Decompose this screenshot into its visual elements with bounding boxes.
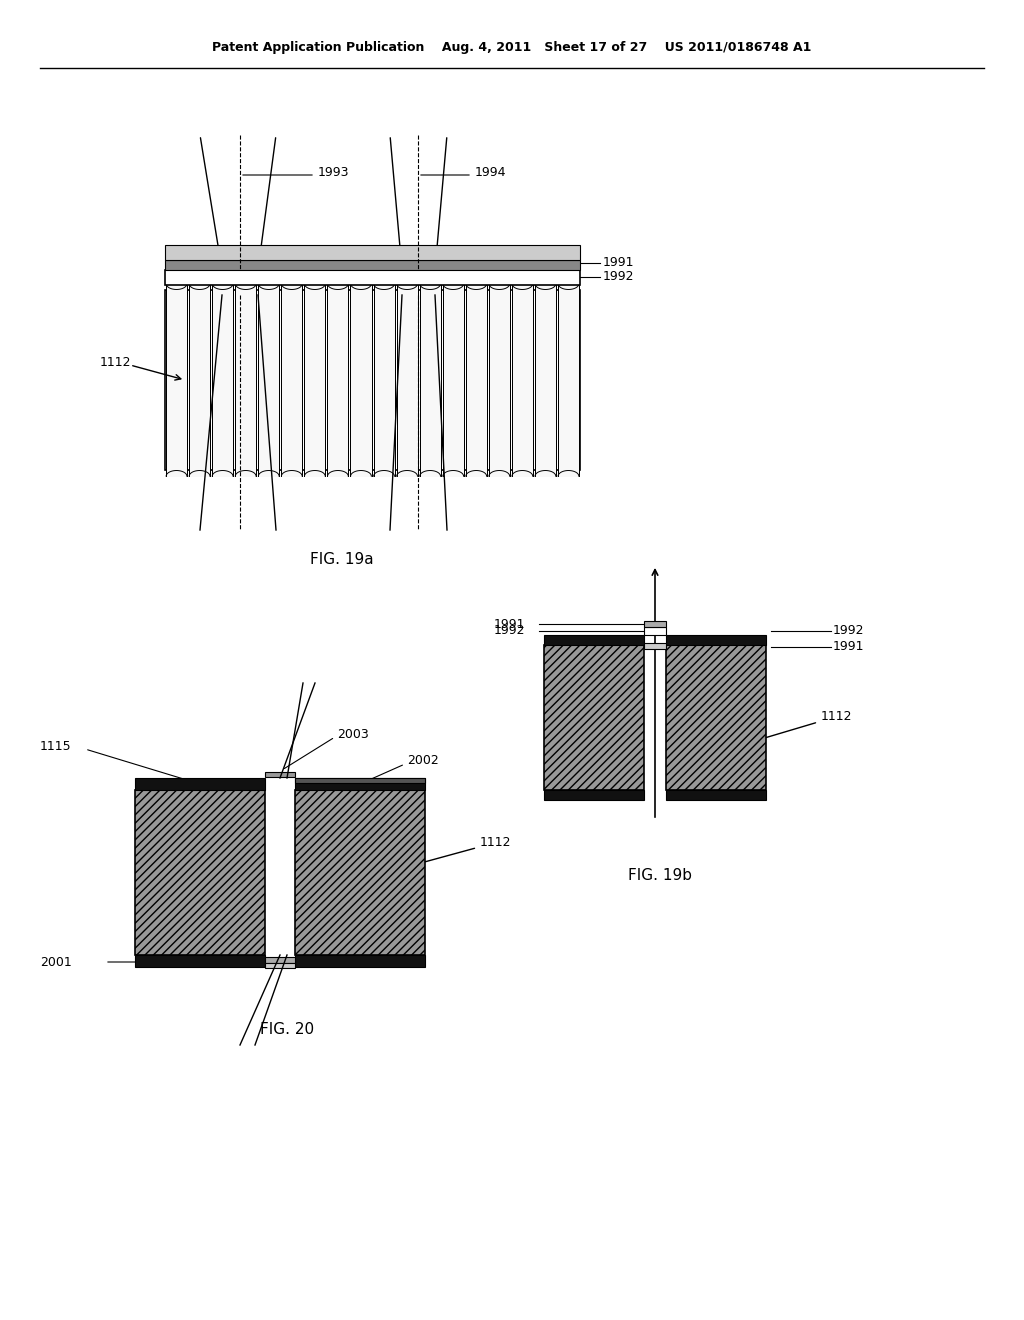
Bar xyxy=(295,954,425,968)
Polygon shape xyxy=(328,470,348,477)
Text: 1992: 1992 xyxy=(833,624,864,638)
Bar xyxy=(135,954,265,968)
Text: 1994: 1994 xyxy=(475,165,507,178)
Polygon shape xyxy=(466,470,486,477)
Bar xyxy=(165,246,580,260)
Polygon shape xyxy=(282,284,302,289)
Bar xyxy=(189,284,210,477)
Text: 2003: 2003 xyxy=(337,727,369,741)
Bar xyxy=(644,643,666,649)
Text: 2002: 2002 xyxy=(407,755,438,767)
Bar xyxy=(512,284,532,477)
Polygon shape xyxy=(442,470,464,477)
Polygon shape xyxy=(512,284,532,289)
Polygon shape xyxy=(212,470,233,477)
Text: 1993: 1993 xyxy=(318,165,349,178)
Bar xyxy=(558,284,579,477)
Polygon shape xyxy=(212,284,233,289)
Text: 1991: 1991 xyxy=(603,256,635,269)
Text: FIG. 20: FIG. 20 xyxy=(260,1023,314,1038)
Polygon shape xyxy=(558,470,579,477)
Bar xyxy=(535,284,556,477)
Bar xyxy=(265,772,295,777)
Text: 1992: 1992 xyxy=(494,624,525,638)
Bar xyxy=(166,284,187,477)
Bar xyxy=(544,635,644,645)
Bar xyxy=(282,284,302,477)
Bar xyxy=(544,789,644,800)
Bar xyxy=(544,645,644,789)
Polygon shape xyxy=(189,284,210,289)
Polygon shape xyxy=(512,470,532,477)
Polygon shape xyxy=(420,284,440,289)
Bar xyxy=(265,957,295,964)
Bar xyxy=(328,284,348,477)
Bar xyxy=(295,789,425,954)
Bar xyxy=(295,777,425,783)
Bar xyxy=(304,284,326,477)
Bar xyxy=(265,964,295,968)
Bar xyxy=(442,284,464,477)
Bar xyxy=(666,635,766,645)
Polygon shape xyxy=(258,284,280,289)
Polygon shape xyxy=(236,470,256,477)
Polygon shape xyxy=(166,284,187,289)
Polygon shape xyxy=(442,284,464,289)
Bar xyxy=(374,284,394,477)
Polygon shape xyxy=(396,470,418,477)
Polygon shape xyxy=(350,470,372,477)
Bar xyxy=(295,777,425,789)
Bar xyxy=(135,789,265,954)
Polygon shape xyxy=(374,284,394,289)
Bar xyxy=(666,645,766,789)
Polygon shape xyxy=(304,470,326,477)
Text: 1992: 1992 xyxy=(603,271,635,284)
Bar xyxy=(236,284,256,477)
Polygon shape xyxy=(535,470,556,477)
Bar xyxy=(666,789,766,800)
Bar xyxy=(644,620,666,627)
Text: 1112: 1112 xyxy=(100,355,131,368)
Bar xyxy=(135,777,265,789)
Polygon shape xyxy=(535,284,556,289)
Text: 1991: 1991 xyxy=(494,618,525,631)
Text: FIG. 19b: FIG. 19b xyxy=(628,867,692,883)
Bar xyxy=(165,260,580,271)
Text: FIG. 19a: FIG. 19a xyxy=(310,553,374,568)
Polygon shape xyxy=(350,284,372,289)
Polygon shape xyxy=(558,284,579,289)
Bar xyxy=(258,284,280,477)
Polygon shape xyxy=(396,284,418,289)
Polygon shape xyxy=(189,470,210,477)
Text: 1991: 1991 xyxy=(833,640,864,653)
Text: 2001: 2001 xyxy=(40,956,72,969)
Polygon shape xyxy=(282,470,302,477)
Polygon shape xyxy=(466,284,486,289)
Polygon shape xyxy=(328,284,348,289)
Bar xyxy=(644,627,666,635)
Polygon shape xyxy=(166,470,187,477)
Polygon shape xyxy=(258,470,280,477)
Bar xyxy=(466,284,486,477)
Bar xyxy=(488,284,510,477)
Text: Patent Application Publication    Aug. 4, 2011   Sheet 17 of 27    US 2011/01867: Patent Application Publication Aug. 4, 2… xyxy=(212,41,812,54)
Polygon shape xyxy=(420,470,440,477)
Bar xyxy=(165,271,580,285)
Polygon shape xyxy=(236,284,256,289)
Bar xyxy=(350,284,372,477)
Polygon shape xyxy=(488,470,510,477)
Bar xyxy=(420,284,440,477)
Polygon shape xyxy=(488,284,510,289)
Text: 1112: 1112 xyxy=(740,710,853,746)
Text: 1115: 1115 xyxy=(40,739,72,752)
Bar xyxy=(396,284,418,477)
Text: 1112: 1112 xyxy=(390,836,512,873)
Bar xyxy=(212,284,233,477)
Polygon shape xyxy=(374,470,394,477)
Bar xyxy=(165,290,580,470)
Polygon shape xyxy=(304,284,326,289)
